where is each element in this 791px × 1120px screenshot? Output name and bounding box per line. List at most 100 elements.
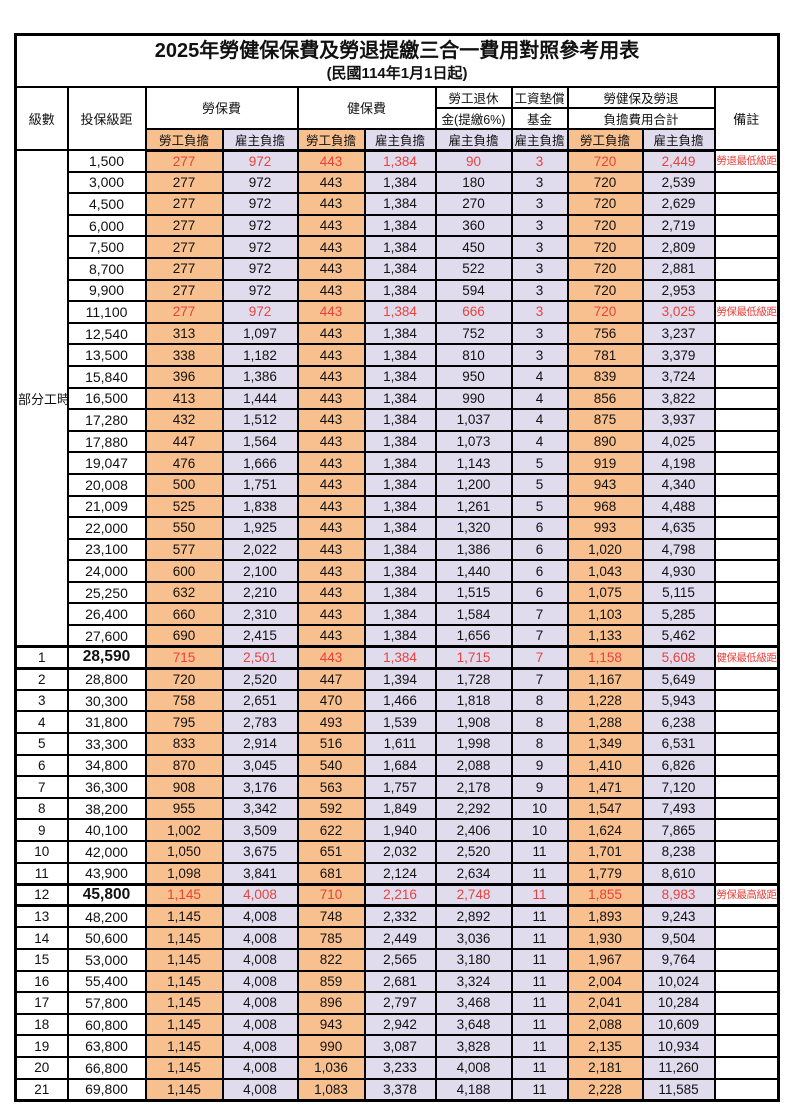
- value-cell: 3: [510, 300, 569, 324]
- value-cell: 2,953: [641, 278, 716, 303]
- value-cell: 2,449: [363, 926, 437, 950]
- value-cell: 3,509: [221, 818, 299, 842]
- table-row: 8 38,200 955 3,342 592 1,849 2,292 10 1,547 7,493: [14, 796, 780, 821]
- table-row: 23,100 577 2,022 443 1,384 1,386 6 1,020 4,798: [16, 537, 780, 562]
- value-cell: 443: [296, 602, 366, 627]
- subheader-wage-fund-employer: 雇主負擔: [510, 127, 569, 152]
- value-cell: 270: [434, 192, 513, 216]
- value-cell: 3: [510, 235, 569, 259]
- remark-cell: [713, 688, 780, 713]
- value-cell: 470: [296, 688, 366, 713]
- table-row: 10 42,000 1,050 3,675 651 2,032 2,520 11 1,701 8,…: [14, 840, 780, 864]
- value-cell: 5: [510, 451, 569, 475]
- value-cell: 1,624: [566, 818, 644, 842]
- value-cell: 592: [296, 796, 366, 821]
- level-cell: 7: [14, 775, 69, 799]
- value-cell: 720: [566, 278, 644, 303]
- value-cell: 651: [296, 840, 366, 864]
- value-cell: 1,564: [221, 429, 299, 454]
- value-cell: 277: [144, 300, 224, 324]
- value-cell: 9: [510, 753, 569, 778]
- value-cell: 7,120: [641, 775, 716, 799]
- value-cell: 3: [510, 256, 569, 281]
- remark-cell: [713, 343, 780, 367]
- value-cell: 1,320: [434, 516, 513, 540]
- remark-cell: [713, 516, 780, 540]
- remark-cell: [713, 969, 780, 994]
- table-row: 1 28,590 715 2,501 443 1,384 1,715 7 1,158 5,608 健…: [14, 645, 780, 670]
- bracket-cell: 25,250: [66, 580, 147, 605]
- level-cell: 11: [14, 861, 69, 886]
- subheader-total-employer: 雇主負擔: [641, 127, 716, 152]
- value-cell: 1,384: [363, 213, 437, 238]
- table-row: 13 48,200 1,145 4,008 748 2,332 2,892 11 1,893 9,…: [14, 904, 780, 929]
- value-cell: 758: [144, 688, 224, 713]
- remark-cell: 健保最低級距: [713, 645, 780, 670]
- table-row: 7,500 277 972 443 1,384 450 3 720 2,809: [16, 235, 780, 259]
- remark-cell: [713, 580, 780, 605]
- value-cell: 5,285: [641, 602, 716, 627]
- value-cell: 4,198: [641, 451, 716, 475]
- value-cell: 396: [144, 364, 224, 389]
- value-cell: 277: [144, 213, 224, 238]
- value-cell: 2,748: [434, 882, 513, 908]
- level-cell: 21: [14, 1077, 69, 1102]
- bracket-cell: 24,000: [66, 559, 147, 583]
- bracket-cell: 8,700: [66, 256, 147, 281]
- value-cell: 1,384: [363, 321, 437, 346]
- value-cell: 1,893: [566, 904, 644, 929]
- value-cell: 8,238: [641, 840, 716, 864]
- remark-cell: [713, 840, 780, 864]
- value-cell: 9,764: [641, 947, 716, 972]
- table-row: 3,000 277 972 443 1,384 180 3 720 2,539: [16, 170, 780, 195]
- col-header-remark: 備註: [713, 85, 780, 151]
- table-row: 4,500 277 972 443 1,384 270 3 720 2,629: [16, 192, 780, 216]
- bracket-cell: 63,800: [66, 1034, 147, 1058]
- value-cell: 577: [144, 537, 224, 562]
- value-cell: 4,635: [641, 516, 716, 540]
- bracket-cell: 13,500: [66, 343, 147, 367]
- value-cell: 7,493: [641, 796, 716, 821]
- remark-cell: 勞退最低級距: [713, 149, 780, 173]
- value-cell: 1,200: [434, 472, 513, 497]
- value-cell: 1,043: [566, 559, 644, 583]
- col-header-total-line1: 勞健保及勞退: [566, 85, 716, 109]
- value-cell: 2,292: [434, 796, 513, 821]
- value-cell: 1,158: [566, 645, 644, 670]
- value-cell: 795: [144, 710, 224, 735]
- header-row-groups-line2: 金(提繳6%) 基金 負擔費用合計: [16, 106, 779, 130]
- value-cell: 1,666: [221, 451, 299, 475]
- remark-cell: [713, 861, 780, 886]
- value-cell: 550: [144, 516, 224, 540]
- value-cell: 4,488: [641, 494, 716, 519]
- remark-cell: [713, 537, 780, 562]
- remark-cell: [713, 732, 780, 756]
- value-cell: 4,008: [434, 1055, 513, 1080]
- remark-cell: [713, 235, 780, 259]
- value-cell: 2,520: [434, 840, 513, 864]
- value-cell: 660: [144, 602, 224, 627]
- value-cell: 972: [221, 256, 299, 281]
- bracket-cell: 27,600: [66, 624, 147, 648]
- remark-cell: [713, 278, 780, 303]
- value-cell: 3,828: [434, 1034, 513, 1058]
- value-cell: 2,041: [566, 991, 644, 1015]
- value-cell: 993: [566, 516, 644, 540]
- value-cell: 10,024: [641, 969, 716, 994]
- value-cell: 4: [510, 408, 569, 432]
- value-cell: 2,681: [363, 969, 437, 994]
- value-cell: 2,210: [221, 580, 299, 605]
- value-cell: 8,610: [641, 861, 716, 886]
- level-cell: 14: [14, 926, 69, 950]
- table-row: 27,600 690 2,415 443 1,384 1,656 7 1,133 5,462: [16, 624, 780, 648]
- value-cell: 1,684: [363, 753, 437, 778]
- level-cell: 15: [14, 947, 69, 972]
- value-cell: 810: [434, 343, 513, 367]
- value-cell: 6,238: [641, 710, 716, 735]
- value-cell: 1,384: [363, 192, 437, 216]
- value-cell: 3,937: [641, 408, 716, 432]
- value-cell: 443: [296, 343, 366, 367]
- value-cell: 2,881: [641, 256, 716, 281]
- value-cell: 1,471: [566, 775, 644, 799]
- value-cell: 2,892: [434, 904, 513, 929]
